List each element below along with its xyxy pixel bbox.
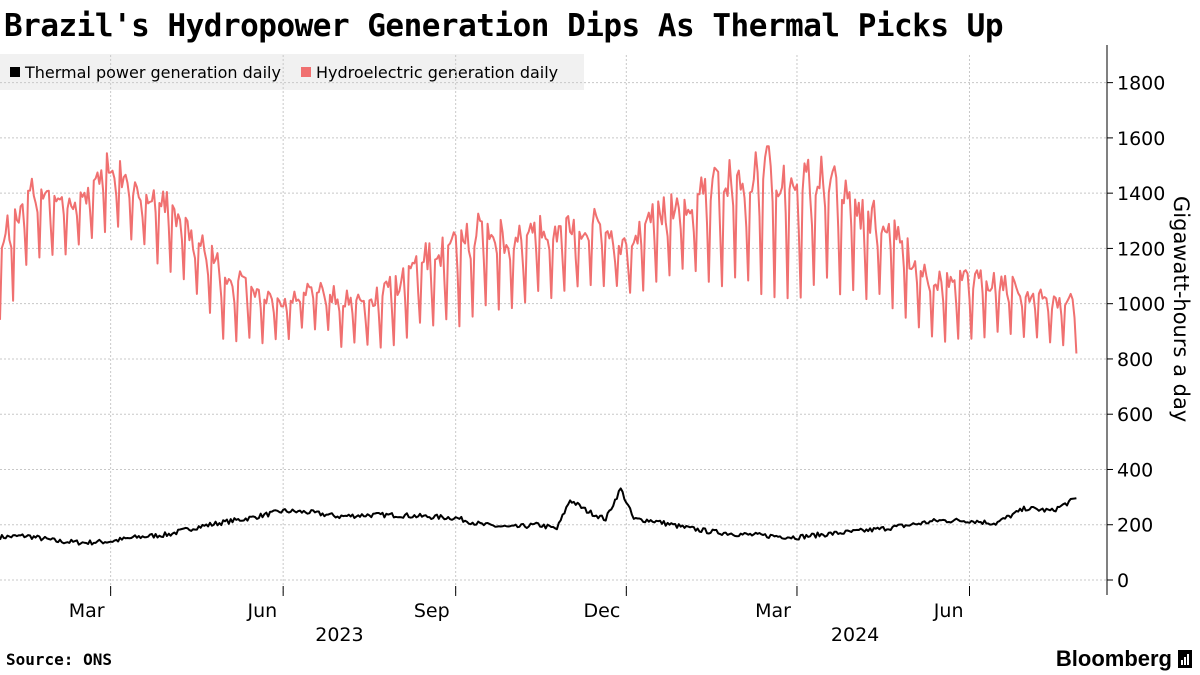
y-tick-label: 1600 bbox=[1117, 128, 1165, 150]
axes: 0 200 400 600 800 1000 1200 1400 1600 1800 Gigawat… bbox=[69, 45, 1193, 646]
bloomberg-logo: Bloomberg bbox=[1056, 646, 1192, 672]
x-year-label: 2023 bbox=[315, 624, 363, 646]
legend-swatch-thermal bbox=[10, 67, 20, 77]
grid-lines bbox=[0, 55, 1107, 595]
legend-label-hydro: Hydroelectric generation daily bbox=[315, 62, 559, 82]
y-tick-label: 600 bbox=[1117, 404, 1153, 426]
x-tick-label: Jun bbox=[933, 600, 964, 622]
thermal-series-line bbox=[0, 487, 1077, 546]
brand-text: Bloomberg bbox=[1055, 646, 1172, 671]
y-tick-label: 800 bbox=[1117, 349, 1153, 371]
x-tick-label: Sep bbox=[414, 600, 450, 622]
y-tick-label: 1000 bbox=[1117, 294, 1165, 316]
chart-title: Brazil's Hydropower Generation Dips As T… bbox=[4, 8, 1004, 44]
legend: Thermal power generation daily Hydroelec… bbox=[0, 54, 584, 90]
legend-swatch-hydro bbox=[300, 67, 311, 77]
hydro-series-line bbox=[0, 145, 1078, 354]
y-axis-title: Gigawatt-hours a day bbox=[1169, 196, 1193, 422]
y-tick-label: 1400 bbox=[1117, 183, 1165, 205]
series-lines bbox=[0, 145, 1078, 546]
legend-item-hydro: Hydroelectric generation daily bbox=[300, 62, 559, 82]
x-tick-label: Mar bbox=[69, 600, 105, 622]
y-tick-label: 200 bbox=[1117, 515, 1153, 537]
x-tick-label: Mar bbox=[755, 600, 791, 622]
x-tick-label: Jun bbox=[246, 600, 277, 622]
y-tick-label: 400 bbox=[1117, 459, 1153, 481]
x-year-label: 2024 bbox=[831, 624, 879, 646]
y-tick-label: 1200 bbox=[1117, 238, 1165, 260]
y-tick-label: 0 bbox=[1117, 570, 1129, 592]
bloomberg-terminal-icon bbox=[1178, 650, 1192, 668]
y-tick-label: 1800 bbox=[1117, 73, 1165, 95]
source-note: Source: ONS bbox=[6, 650, 112, 669]
x-tick-label: Dec bbox=[584, 600, 621, 622]
legend-label-thermal: Thermal power generation daily bbox=[25, 62, 281, 82]
legend-item-thermal: Thermal power generation daily bbox=[10, 63, 281, 82]
